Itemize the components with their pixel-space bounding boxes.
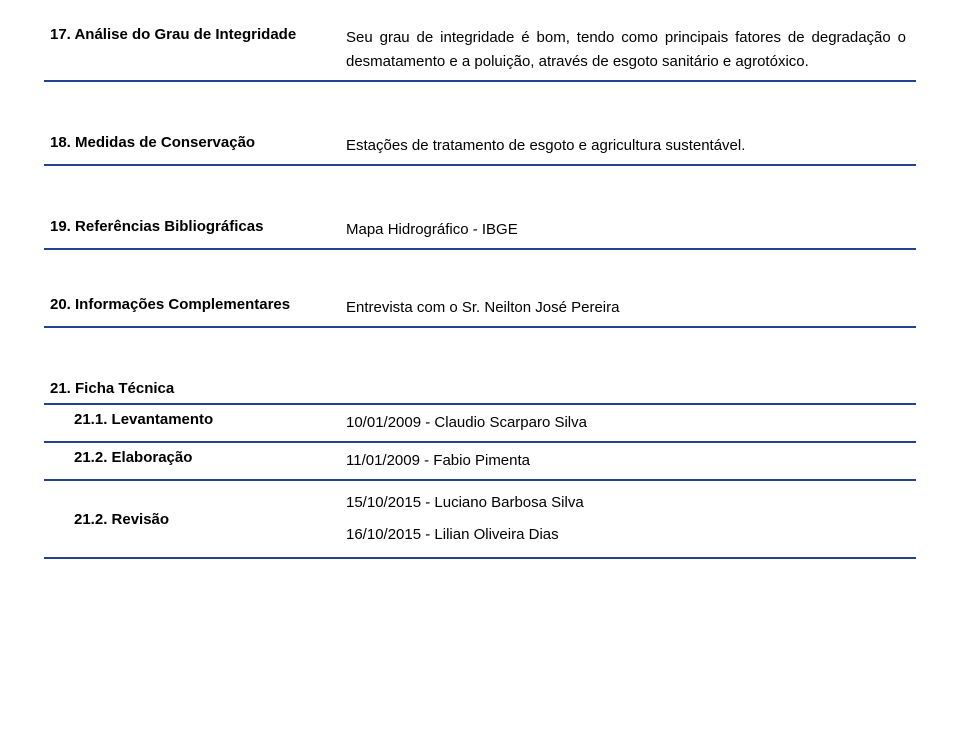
label-17: 17. Análise do Grau de Integridade <box>44 20 336 80</box>
label-21-rev: 21.2. Revisão <box>44 505 336 534</box>
section-21-rev: 21.2. Revisão 15/10/2015 - Luciano Barbo… <box>44 481 916 557</box>
section-20: 20. Informações Complementares Entrevist… <box>44 290 916 326</box>
spacer <box>44 82 916 128</box>
value-21-rev: 15/10/2015 - Luciano Barbosa Silva 16/10… <box>336 481 916 557</box>
value-20: Entrevista com o Sr. Neilton José Pereir… <box>336 290 916 326</box>
page-container: 17. Análise do Grau de Integridade Seu g… <box>0 0 960 579</box>
spacer <box>44 166 916 212</box>
value-21-2: 11/01/2009 - Fabio Pimenta <box>336 443 916 479</box>
label-21: 21. Ficha Técnica <box>44 374 336 403</box>
spacer <box>44 250 916 290</box>
label-21-2: 21.2. Elaboração <box>44 443 336 479</box>
section-19: 19. Referências Bibliográficas Mapa Hidr… <box>44 212 916 248</box>
value-17: Seu grau de integridade é bom, tendo com… <box>336 20 916 80</box>
section-18: 18. Medidas de Conservação Estações de t… <box>44 128 916 164</box>
section-17: 17. Análise do Grau de Integridade Seu g… <box>44 20 916 80</box>
value-21-rev-line1: 15/10/2015 - Luciano Barbosa Silva <box>346 487 906 519</box>
divider <box>44 557 916 559</box>
value-21-rev-line2: 16/10/2015 - Lilian Oliveira Dias <box>346 519 906 551</box>
section-21: 21. Ficha Técnica <box>44 374 916 403</box>
section-21-1: 21.1. Levantamento 10/01/2009 - Claudio … <box>44 405 916 441</box>
spacer <box>44 328 916 374</box>
label-18: 18. Medidas de Conservação <box>44 128 336 164</box>
label-21-1: 21.1. Levantamento <box>44 405 336 441</box>
label-20: 20. Informações Complementares <box>44 290 336 326</box>
value-21 <box>336 374 916 403</box>
value-19: Mapa Hidrográfico - IBGE <box>336 212 916 248</box>
label-19: 19. Referências Bibliográficas <box>44 212 336 248</box>
section-21-2: 21.2. Elaboração 11/01/2009 - Fabio Pime… <box>44 443 916 479</box>
value-21-1: 10/01/2009 - Claudio Scarparo Silva <box>336 405 916 441</box>
value-18: Estações de tratamento de esgoto e agric… <box>336 128 916 164</box>
